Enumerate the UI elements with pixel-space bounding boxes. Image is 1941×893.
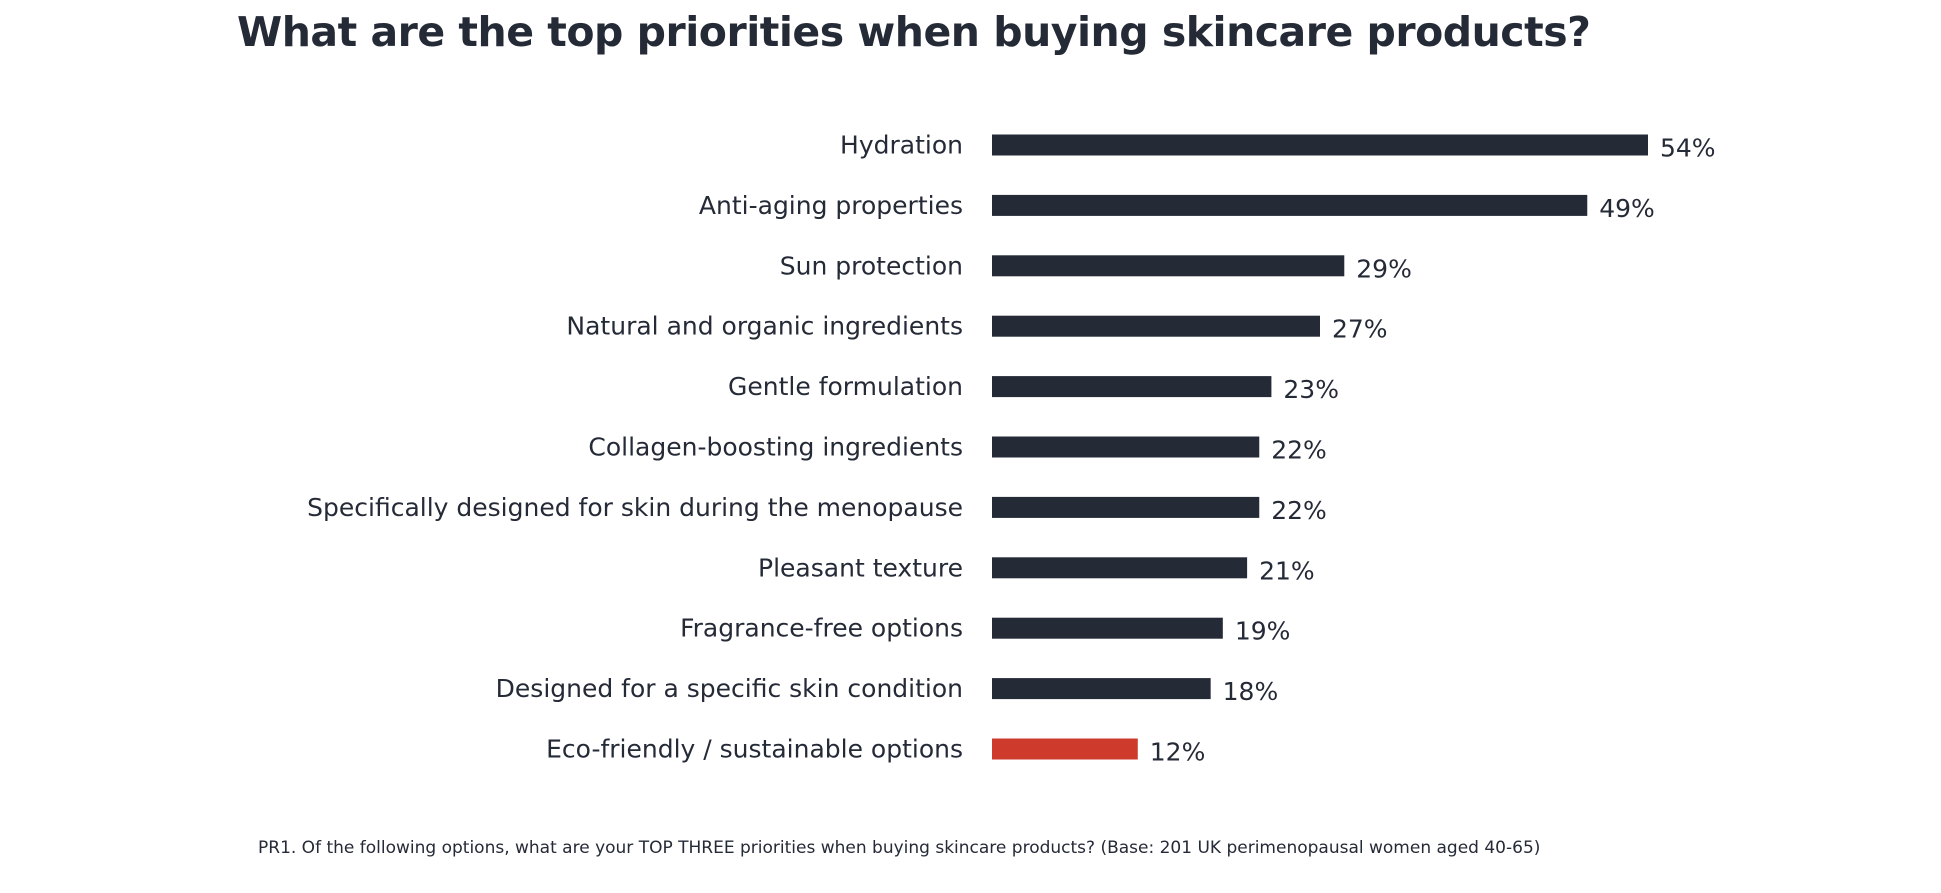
category-label-anti-aging-properties: Anti-aging properties xyxy=(699,191,963,220)
category-label-hydration: Hydration xyxy=(840,131,963,160)
category-label-designed-for-a-specific-skin-condition: Designed for a specific skin condition xyxy=(496,674,963,703)
category-label-eco-friendly-sustainable-options: Eco-friendly / sustainable options xyxy=(546,735,963,764)
value-label-eco-friendly-sustainable-options: 12% xyxy=(1150,738,1206,767)
value-label-collagen-boosting-ingredients: 22% xyxy=(1271,436,1327,465)
bar-pleasant-texture xyxy=(992,557,1248,579)
value-label-gentle-formulation: 23% xyxy=(1283,375,1339,404)
bar-specifically-designed-for-skin-during-the-menopause xyxy=(992,496,1260,518)
value-label-anti-aging-properties: 49% xyxy=(1599,194,1655,223)
category-label-fragrance-free-options: Fragrance-free options xyxy=(680,614,963,643)
bar-hydration xyxy=(992,134,1648,156)
category-label-collagen-boosting-ingredients: Collagen-boosting ingredients xyxy=(588,433,963,462)
category-label-sun-protection: Sun protection xyxy=(780,251,963,280)
value-label-fragrance-free-options: 19% xyxy=(1235,617,1291,646)
value-label-designed-for-a-specific-skin-condition: 18% xyxy=(1223,677,1279,706)
chart-title: What are the top priorities when buying … xyxy=(237,8,1591,56)
bar-eco-friendly-sustainable-options xyxy=(992,738,1138,760)
bar-collagen-boosting-ingredients xyxy=(992,436,1260,458)
category-label-specifically-designed-for-skin-during-the-menopause: Specifically designed for skin during th… xyxy=(307,493,963,522)
bar-sun-protection xyxy=(992,255,1345,277)
value-label-sun-protection: 29% xyxy=(1356,254,1412,283)
value-label-hydration: 54% xyxy=(1660,134,1716,163)
value-label-natural-and-organic-ingredients: 27% xyxy=(1332,315,1388,344)
bar-gentle-formulation xyxy=(992,376,1272,398)
chart-footnote: PR1. Of the following options, what are … xyxy=(258,838,1541,858)
value-label-specifically-designed-for-skin-during-the-menopause: 22% xyxy=(1271,496,1327,525)
bar-anti-aging-properties xyxy=(992,194,1588,216)
category-label-gentle-formulation: Gentle formulation xyxy=(728,372,963,401)
value-label-pleasant-texture: 21% xyxy=(1259,556,1315,585)
category-label-pleasant-texture: Pleasant texture xyxy=(758,553,963,582)
bar-natural-and-organic-ingredients xyxy=(992,315,1320,337)
category-label-natural-and-organic-ingredients: Natural and organic ingredients xyxy=(566,312,963,341)
bar-designed-for-a-specific-skin-condition xyxy=(992,678,1211,700)
bar-fragrance-free-options xyxy=(992,617,1223,639)
